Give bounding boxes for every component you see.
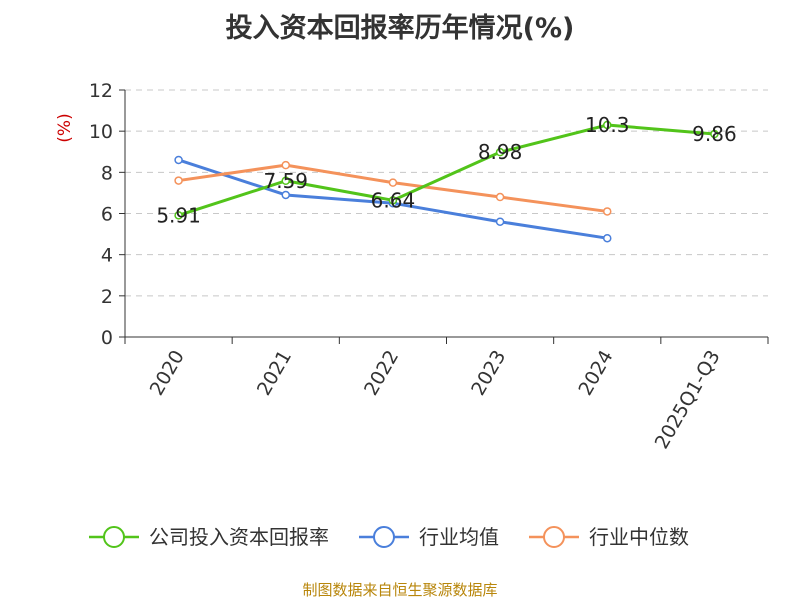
- legend-item: 公司投入资本回报率: [89, 525, 329, 549]
- y-tick-label: 12: [89, 80, 113, 102]
- data-point: [495, 192, 505, 202]
- y-tick-label: 6: [101, 204, 113, 226]
- legend-marker-icon: [103, 526, 125, 548]
- legend-label: 行业中位数: [589, 525, 689, 549]
- y-tick-label: 2: [101, 286, 113, 308]
- y-tick-label: 8: [101, 162, 113, 184]
- legend-marker-icon: [373, 526, 395, 548]
- data-point: [495, 147, 505, 157]
- y-tick-label: 10: [89, 121, 113, 143]
- x-tick-label: 2025Q1-Q3: [651, 347, 725, 453]
- legend-marker-icon: [543, 526, 565, 548]
- legend-item: 行业中位数: [529, 525, 689, 549]
- data-point: [281, 190, 290, 200]
- data-point: [281, 176, 290, 186]
- data-point: [174, 211, 183, 220]
- grid-lines: [125, 89, 768, 297]
- data-label: 7.59: [263, 169, 308, 193]
- legend-label: 行业均值: [419, 525, 499, 549]
- data-point: [603, 233, 612, 243]
- data-point: [174, 176, 183, 185]
- data-point: [603, 207, 612, 216]
- y-tick-label: 0: [101, 327, 113, 349]
- x-tick-label: 2022: [360, 347, 403, 400]
- legend-label: 公司投入资本回报率: [149, 525, 329, 549]
- data-point: [495, 217, 505, 226]
- y-axis-label: (%): [55, 113, 75, 142]
- data-label: 5.91: [156, 203, 201, 227]
- data-point: [174, 155, 183, 165]
- data-point: [603, 120, 612, 130]
- data-label: 10.3: [585, 113, 630, 137]
- x-tick-label: 2023: [467, 347, 510, 400]
- series-lines: [174, 120, 719, 243]
- data-label: 9.86: [692, 122, 737, 146]
- x-tick-label: 2020: [146, 347, 189, 400]
- y-tick-label: 4: [101, 245, 113, 267]
- data-labels: 5.91 7.59 6.64 8.98 10.3 9.86: [156, 113, 736, 227]
- data-point: [281, 160, 290, 170]
- data-label: 6.64: [371, 188, 416, 212]
- series-line: [178, 123, 715, 217]
- x-tick-label: 2021: [253, 347, 296, 400]
- axes: 0 2 4 6 8 10 12 2020 2021 2022 2023 2024 2025Q1-Q3: [89, 80, 769, 453]
- data-label: 8.98: [478, 140, 523, 164]
- data-point: [388, 196, 398, 205]
- chart-title: 投入资本回报率历年情况(%): [225, 13, 575, 44]
- source-note: 制图数据来自恒生聚源数据库: [302, 581, 498, 599]
- data-point: [388, 178, 398, 187]
- data-point: [710, 129, 719, 139]
- x-tick-label: 2024: [574, 347, 617, 400]
- legend: 公司投入资本回报率 行业均值 行业中位数: [89, 525, 689, 549]
- legend-item: 行业均值: [359, 525, 499, 549]
